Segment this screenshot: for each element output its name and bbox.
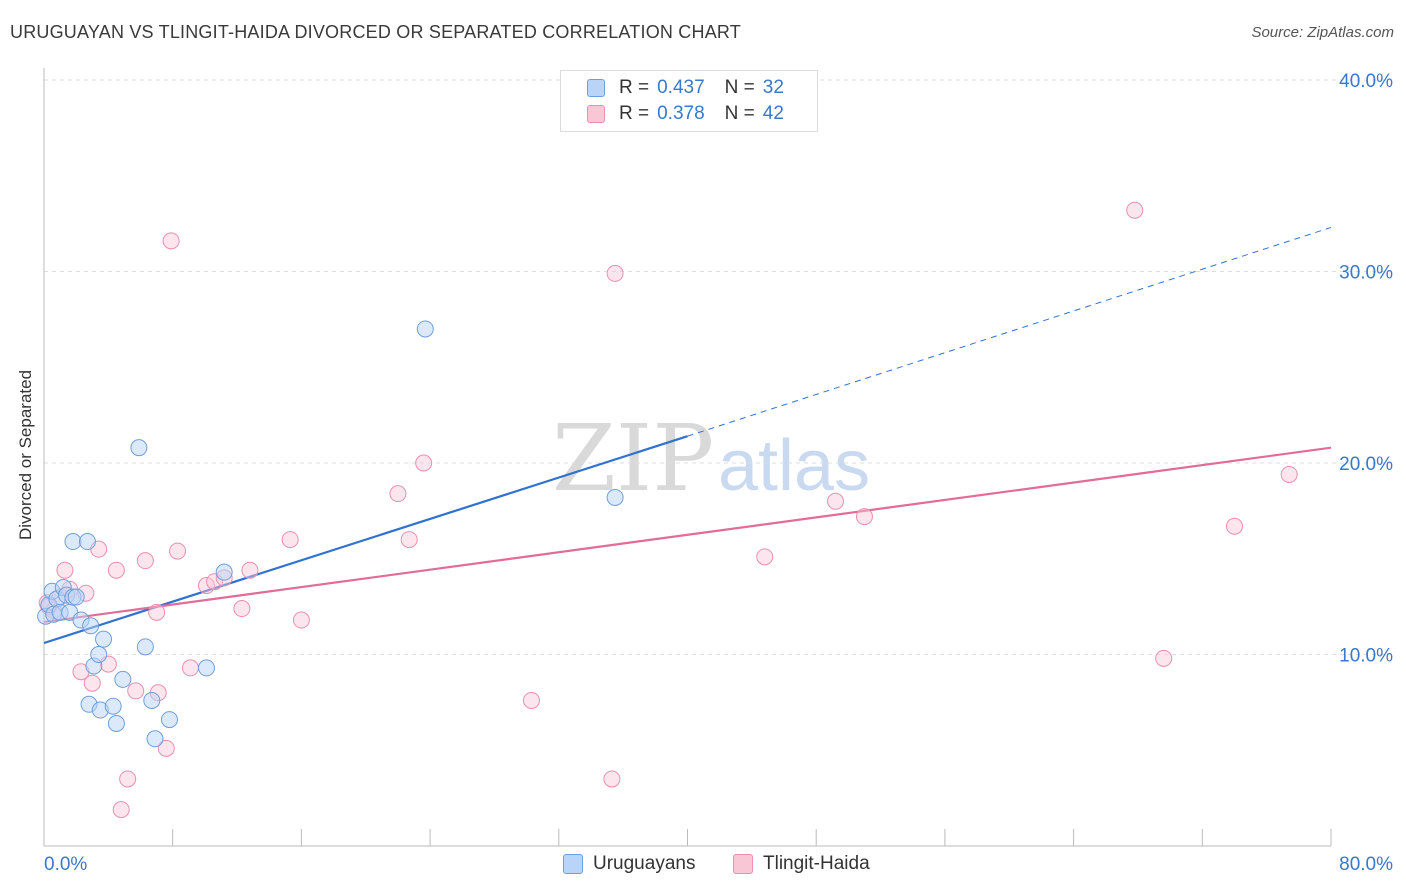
tlingit-haida-point — [107, 561, 125, 579]
watermark-atlas: atlas — [718, 426, 870, 506]
correlation-legend: R = 0.437 N = 32 R = 0.378 N = 42 — [560, 70, 818, 132]
tlingit-haida-point — [292, 611, 310, 629]
uruguayans-point — [82, 617, 100, 635]
watermark: ZIP atlas — [552, 405, 870, 512]
chart-title: URUGUAYAN VS TLINGIT-HAIDA DIVORCED OR S… — [10, 22, 741, 42]
y-axis-label: Divorced or Separated — [16, 369, 35, 541]
tlingit-haida-point — [119, 770, 137, 788]
legend-row-tlingit-haida: R = 0.378 N = 42 — [587, 102, 784, 126]
uruguayans-point — [104, 697, 122, 715]
trend-lines — [43, 226, 1332, 645]
tlingit-haida-point — [855, 508, 873, 526]
uruguayans-point — [197, 659, 215, 677]
tlingit-haida-point — [415, 454, 433, 472]
tlingit-haida-point — [522, 691, 540, 709]
uruguayans-point — [90, 646, 108, 663]
tlingit-haida-trend-line — [43, 446, 1332, 624]
tlingit-haida-point — [281, 531, 299, 549]
uruguayans-swatch — [587, 79, 605, 97]
tlingit-haida-point — [136, 552, 154, 570]
uruguayans-point — [160, 711, 178, 729]
tlingit-haida-point — [389, 485, 407, 503]
y-tick-label: 10.0% — [1339, 646, 1393, 667]
tlingit-haida-point — [56, 561, 74, 579]
tlingit-haida-legend-swatch — [733, 854, 753, 874]
tlingit-haida-point — [606, 264, 624, 282]
axes — [43, 68, 1332, 847]
uruguayans-point — [78, 533, 96, 551]
tlingit-haida-point — [827, 492, 845, 510]
tlingit-haida-point — [157, 739, 175, 757]
uruguayans-legend-swatch — [563, 854, 583, 874]
watermark-zip: ZIP — [552, 405, 714, 512]
n-label: N = — [724, 103, 755, 124]
uruguayans-point — [146, 730, 164, 748]
uruguayans-point — [416, 320, 434, 338]
tlingit-haida-point — [400, 531, 418, 549]
uruguayans-point — [64, 533, 82, 551]
tlingit-haida-n-value: 42 — [762, 103, 784, 124]
tlingit-haida-point — [1280, 465, 1298, 483]
tlingit-haida-point — [127, 682, 145, 700]
source-label: Source: ZipAtlas.com — [1251, 24, 1394, 41]
tlingit-haida-point — [181, 659, 199, 677]
tlingit-haida-point — [233, 600, 251, 618]
tlingit-haida-point — [603, 770, 621, 788]
tlingit-haida-swatch — [587, 105, 605, 123]
x-tick-label-max: 80.0% — [1339, 854, 1393, 875]
uruguayans-legend-label: Uruguayans — [593, 853, 696, 874]
uruguayans-point — [136, 638, 154, 656]
x-tick-label-min: 0.0% — [44, 854, 87, 875]
uruguayans-point — [114, 670, 132, 688]
tlingit-haida-point — [162, 232, 180, 250]
tlingit-haida-point — [169, 542, 187, 560]
uruguayans-point — [606, 488, 624, 506]
y-tick-label: 20.0% — [1339, 454, 1393, 475]
tlingit-haida-point — [1155, 649, 1173, 667]
data-points — [37, 201, 1298, 819]
uruguayans-r-value: 0.437 — [657, 77, 705, 98]
legend-row-uruguayans: R = 0.437 N = 32 — [587, 76, 784, 100]
uruguayans-point — [67, 588, 85, 606]
uruguayans-point — [215, 563, 233, 581]
tlingit-haida-point — [112, 801, 130, 819]
tlingit-haida-point — [148, 603, 166, 621]
tlingit-haida-point — [83, 674, 101, 692]
tlingit-haida-legend-label: Tlingit-Haida — [763, 853, 870, 874]
tlingit-haida-point — [1126, 201, 1144, 219]
uruguayans-trend-extension — [687, 226, 1332, 437]
tlingit-haida-point — [197, 577, 215, 595]
tlingit-haida-point — [241, 561, 259, 579]
uruguayans-n-value: 32 — [762, 77, 784, 98]
uruguayans-point — [95, 630, 113, 648]
tlingit-haida-r-value: 0.378 — [657, 103, 705, 124]
tlingit-haida-point — [1225, 517, 1243, 535]
r-label: R = — [619, 77, 650, 98]
uruguayans-point — [130, 439, 148, 457]
bottom-legend-tlingit-haida: Tlingit-Haida — [733, 852, 870, 876]
y-tick-label: 30.0% — [1339, 263, 1393, 284]
y-tick-label: 40.0% — [1339, 71, 1393, 92]
tlingit-haida-point — [756, 548, 774, 566]
uruguayans-point — [107, 714, 125, 732]
n-label: N = — [724, 77, 755, 98]
uruguayans-trend-line — [43, 435, 688, 645]
r-label: R = — [619, 103, 650, 124]
bottom-legend-uruguayans: Uruguayans — [563, 852, 695, 876]
uruguayans-point — [143, 691, 161, 709]
tick-labels: 10.0% 20.0% 30.0% 40.0% 0.0% 80.0% — [44, 71, 1393, 875]
